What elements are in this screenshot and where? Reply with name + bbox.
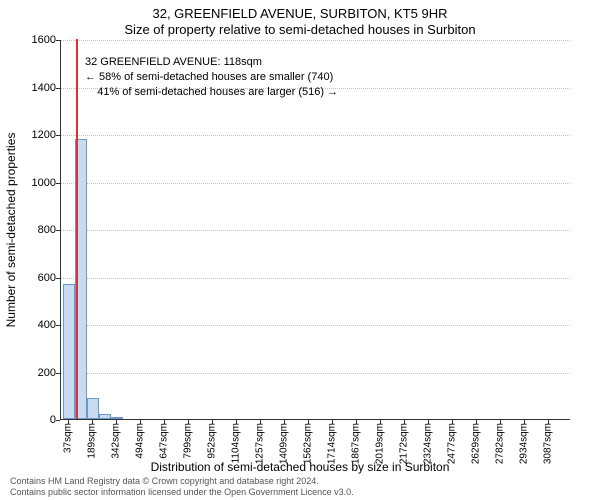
gridline-h [61, 135, 570, 136]
y-tick-mark [56, 325, 60, 326]
y-tick-label: 400 [16, 319, 56, 331]
y-tick-mark [56, 278, 60, 279]
highlight-line [76, 39, 78, 419]
x-tick-label: 1562sqm [303, 423, 314, 464]
gridline-h [61, 40, 570, 41]
y-tick-label: 1600 [16, 34, 56, 46]
footer-line2: Contains public sector information licen… [10, 487, 354, 498]
y-tick-mark [56, 230, 60, 231]
x-tick-label: 2629sqm [471, 423, 482, 464]
annotation-box: 32 GREENFIELD AVENUE: 118sqm ← 58% of se… [85, 55, 338, 100]
footer-attribution: Contains HM Land Registry data © Crown c… [10, 476, 354, 498]
histogram-bar [111, 417, 123, 419]
y-tick-label: 200 [16, 367, 56, 379]
x-tick-label: 2019sqm [375, 423, 386, 464]
x-tick-label: 1257sqm [255, 423, 266, 464]
histogram-bar [99, 414, 111, 419]
x-tick-label: 494sqm [135, 423, 146, 459]
x-tick-label: 37sqm [63, 423, 74, 453]
y-tick-label: 800 [16, 224, 56, 236]
histogram-bar [87, 398, 99, 419]
y-tick-mark [56, 183, 60, 184]
x-tick-label: 1104sqm [231, 423, 242, 463]
chart-title-line2: Size of property relative to semi-detach… [0, 22, 600, 37]
x-tick-label: 2324sqm [423, 423, 434, 464]
y-tick-label: 1000 [16, 177, 56, 189]
x-axis-label: Distribution of semi-detached houses by … [0, 460, 600, 474]
y-tick-mark [56, 373, 60, 374]
y-tick-mark [56, 88, 60, 89]
x-tick-label: 1409sqm [279, 423, 290, 464]
y-tick-label: 1200 [16, 129, 56, 141]
y-tick-label: 600 [16, 272, 56, 284]
gridline-h [61, 183, 570, 184]
y-tick-label: 1400 [16, 82, 56, 94]
x-tick-label: 647sqm [159, 423, 170, 459]
x-tick-label: 799sqm [183, 423, 194, 459]
x-tick-label: 1714sqm [327, 423, 338, 464]
y-tick-label: 0 [16, 414, 56, 426]
x-tick-label: 3087sqm [543, 423, 554, 464]
gridline-h [61, 325, 570, 326]
gridline-h [61, 230, 570, 231]
chart-container: { "title_line1": "32, GREENFIELD AVENUE,… [0, 0, 600, 500]
y-tick-mark [56, 135, 60, 136]
x-tick-label: 342sqm [111, 423, 122, 459]
x-tick-label: 2477sqm [447, 423, 458, 464]
gridline-h [61, 278, 570, 279]
x-tick-label: 2934sqm [519, 423, 530, 464]
x-tick-label: 2782sqm [495, 423, 506, 464]
footer-line1: Contains HM Land Registry data © Crown c… [10, 476, 354, 487]
y-tick-mark [56, 420, 60, 421]
y-tick-mark [56, 40, 60, 41]
chart-title-line1: 32, GREENFIELD AVENUE, SURBITON, KT5 9HR [0, 6, 600, 21]
x-tick-label: 189sqm [87, 423, 98, 459]
x-tick-label: 952sqm [207, 423, 218, 459]
x-tick-label: 1867sqm [351, 423, 362, 464]
histogram-bar [63, 284, 75, 419]
gridline-h [61, 373, 570, 374]
x-tick-label: 2172sqm [399, 423, 410, 464]
